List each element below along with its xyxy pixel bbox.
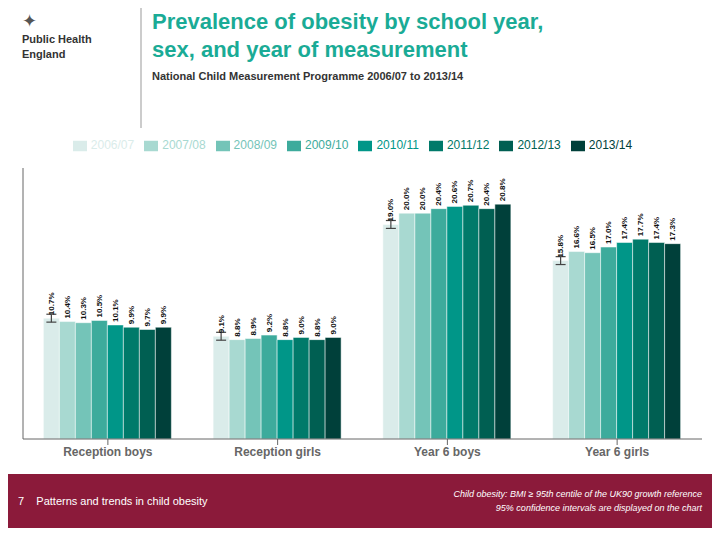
svg-text:16.5%: 16.5%	[588, 227, 597, 250]
svg-text:10.3%: 10.3%	[79, 297, 88, 320]
html-text:2008/09: 2008/09	[233, 138, 277, 152]
html-text:National Child Measurement Pro: National Child Measurement Programme 200…	[152, 70, 464, 82]
svg-text:20.6%: 20.6%	[450, 181, 459, 204]
svg-text:Reception boys: Reception boys	[63, 445, 153, 459]
html-text:sex, and year of measurement: sex, and year of measurement	[152, 37, 468, 62]
svg-text:16.6%: 16.6%	[572, 226, 581, 249]
svg-text:17.4%: 17.4%	[652, 217, 661, 240]
html-text:2009/10: 2009/10	[305, 138, 349, 152]
svg-text:15.8%: 15.8%	[556, 235, 565, 258]
svg-text:20.0%: 20.0%	[402, 187, 411, 210]
html-text:Public Health England: Public Health England	[22, 33, 92, 60]
html-text:7 Patterns and trends in child: 7 Patterns and trends in child obesity	[18, 495, 208, 507]
svg-text:Reception girls: Reception girls	[234, 445, 321, 459]
svg-text:20.4%: 20.4%	[482, 183, 491, 206]
svg-text:19.0%: 19.0%	[386, 199, 395, 222]
svg-text:17.7%: 17.7%	[636, 213, 645, 236]
svg-text:8.8%: 8.8%	[233, 318, 242, 336]
svg-text:8.8%: 8.8%	[281, 318, 290, 336]
svg-text:10.7%: 10.7%	[47, 292, 56, 315]
svg-text:20.7%: 20.7%	[466, 180, 475, 203]
svg-text:9.2%: 9.2%	[265, 314, 274, 332]
svg-text:9.0%: 9.0%	[329, 316, 338, 334]
svg-text:9.7%: 9.7%	[143, 308, 152, 326]
html-text:2006/07: 2006/07	[90, 138, 135, 152]
svg-text:8.8%: 8.8%	[313, 318, 322, 336]
svg-text:17.0%: 17.0%	[604, 221, 613, 244]
html-text:Child obesity: BMI ≥ 95th cent: Child obesity: BMI ≥ 95th centile of the…	[453, 489, 702, 513]
svg-text:9.9%: 9.9%	[159, 306, 168, 324]
svg-text:17.3%: 17.3%	[668, 218, 677, 241]
html-text:2010/11: 2010/11	[376, 138, 419, 152]
svg-text:20.4%: 20.4%	[434, 183, 443, 206]
svg-text:Year 6 boys: Year 6 boys	[414, 445, 481, 459]
svg-text:10.4%: 10.4%	[63, 296, 72, 319]
html-text:2013/14: 2013/14	[588, 138, 633, 152]
svg-text:9.1%: 9.1%	[217, 315, 226, 333]
svg-text:20.8%: 20.8%	[498, 178, 507, 201]
svg-text:10.5%: 10.5%	[95, 295, 104, 318]
svg-text:20.0%: 20.0%	[418, 187, 427, 210]
svg-text:Year 6 girls: Year 6 girls	[585, 445, 649, 459]
html-text:Prevalence of obesity by schoo: Prevalence of obesity by school year,	[152, 9, 544, 34]
svg-text:17.4%: 17.4%	[620, 217, 629, 240]
svg-text:9.0%: 9.0%	[297, 316, 306, 334]
svg-text:8.9%: 8.9%	[249, 317, 258, 335]
html-text:2007/08: 2007/08	[162, 138, 206, 152]
svg-text:10.1%: 10.1%	[111, 299, 120, 322]
html-text:2012/13: 2012/13	[517, 138, 561, 152]
svg-text:9.9%: 9.9%	[127, 306, 136, 324]
html-text:2011/12: 2011/12	[446, 138, 490, 152]
